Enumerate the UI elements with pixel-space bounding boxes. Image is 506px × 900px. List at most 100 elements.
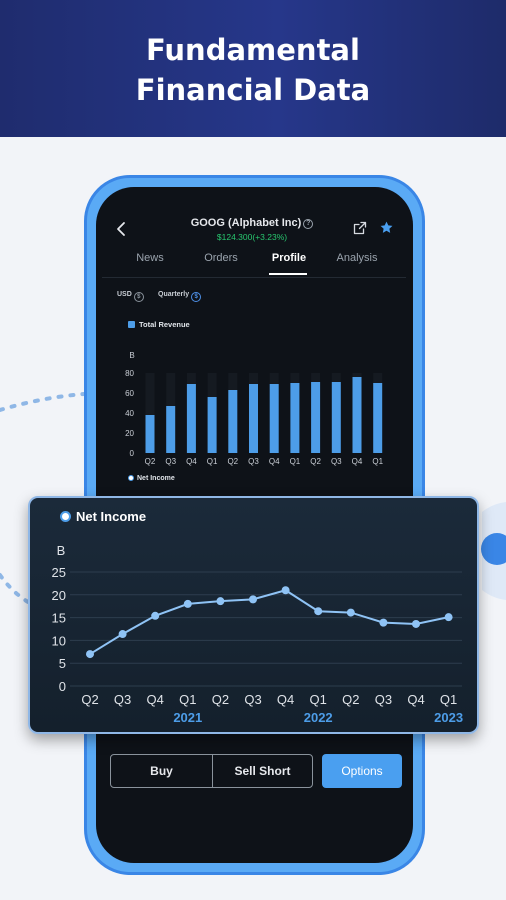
header-banner: Fundamental Financial Data (0, 0, 506, 137)
revenue-bar (228, 390, 238, 453)
net-income-x-tick: Q2 (342, 692, 359, 707)
revenue-x-tick: Q2 (227, 457, 238, 466)
net-income-x-tick: Q3 (375, 692, 392, 707)
net-income-point (151, 611, 160, 620)
trade-actions: Buy Sell Short Options (110, 754, 402, 788)
net-income-x-tick: Q3 (114, 692, 131, 707)
net-income-line-chart: B 0 5 10 15 20 25 Q2 Q3 Q4 Q1 Q2 Q3 Q4 Q1 Q2 Q3 Q4 Q1 2021 2… (52, 543, 464, 725)
revenue-bar (207, 397, 217, 453)
options-button[interactable]: Options (322, 754, 402, 788)
ticker-name: GOOG (Alphabet Inc) (190, 217, 302, 229)
net-income-x-tick: Q1 (179, 692, 196, 707)
sell-short-button[interactable]: Sell Short (234, 764, 291, 778)
net-income-year-label: 2021 (173, 710, 202, 725)
tab-profile[interactable]: Profile (271, 252, 307, 264)
banner-title-line-2: Financial Data (135, 73, 371, 107)
revenue-y-tick: 20 (125, 429, 134, 438)
legend-dot (60, 511, 71, 522)
star-icon[interactable] (379, 220, 394, 235)
net-income-x-tick: Q3 (244, 692, 261, 707)
net-income-point (314, 607, 323, 616)
revenue-x-tick: Q4 (186, 457, 197, 466)
revenue-bar (186, 384, 196, 453)
net-income-year-label: 2022 (304, 710, 333, 725)
currency-filter[interactable]: USD $ (117, 291, 144, 302)
dollar-icon: $ (133, 292, 144, 302)
net-income-point (346, 608, 355, 617)
net-income-legend: Net Income (60, 509, 146, 524)
net-income-y-tick: 15 (52, 611, 66, 626)
help-icon[interactable]: ? (303, 219, 314, 229)
revenue-x-tick: Q3 (165, 457, 176, 466)
net-income-point (86, 650, 94, 659)
period-label: Quarterly (158, 291, 190, 298)
net-income-point (412, 619, 420, 628)
revenue-bar-chart: B020406080Q2Q3Q4Q1Q2Q3Q4Q1Q2Q3Q4Q1202120… (125, 351, 383, 466)
revenue-bar (331, 382, 341, 453)
net-income-point (444, 613, 453, 622)
net-income-year-label: 2023 (434, 710, 463, 725)
net-income-x-tick: Q4 (147, 692, 164, 707)
tab-orders[interactable]: Orders (204, 252, 238, 264)
net-income-x-tick: Q1 (310, 692, 327, 707)
revenue-x-tick: Q1 (290, 457, 301, 466)
revenue-x-tick: Q3 (331, 457, 342, 466)
revenue-bar (352, 377, 362, 453)
net-income-x-tick: Q1 (440, 692, 457, 707)
revenue-bar (373, 383, 383, 453)
net-income-x-tick: Q4 (277, 692, 294, 707)
net-income-card: Net Income B 0 5 10 15 20 25 Q2 Q3 Q4 Q1 Q2 Q3 Q4 Q1 Q2… (28, 496, 479, 734)
tab-bar: News Orders Profile Analysis (102, 252, 406, 278)
net-income-y-tick: 25 (52, 565, 66, 580)
ticker-title: GOOG (Alphabet Inc)? (152, 217, 352, 229)
currency-label: USD (117, 291, 132, 298)
revenue-y-tick: 0 (130, 449, 135, 458)
net-income-point (216, 597, 225, 606)
net-income-y-tick: 0 (59, 679, 66, 694)
net-income-x-tick: Q2 (81, 692, 98, 707)
legend-dot (128, 475, 134, 481)
revenue-bar (311, 382, 321, 453)
net-income-unit-label: B (57, 543, 66, 558)
trade-button-group: Buy Sell Short (110, 754, 313, 788)
revenue-x-tick: Q1 (372, 457, 383, 466)
active-tab-indicator (269, 273, 307, 275)
banner-title-line-1: Fundamental (146, 33, 360, 67)
net-income-point (379, 618, 388, 627)
net-income-y-tick: 5 (59, 656, 66, 671)
app-screen: GOOG (Alphabet Inc)? $124.300(+3.23%) Ne… (102, 188, 406, 864)
net-income-point (249, 595, 257, 604)
price-change: $124.300(+3.23%) (216, 232, 288, 242)
net-income-x-tick: Q4 (407, 692, 424, 707)
revenue-x-tick: Q4 (269, 457, 280, 466)
net-income-x-tick: Q2 (212, 692, 229, 707)
net-income-point (183, 599, 192, 608)
period-filter[interactable]: Quarterly $ (158, 291, 202, 302)
net-income-line (89, 589, 449, 655)
revenue-bar (166, 406, 176, 453)
buy-button[interactable]: Buy (150, 764, 173, 778)
net-income-y-tick: 10 (52, 633, 66, 648)
revenue-bar (249, 384, 258, 453)
tab-analysis[interactable]: Analysis (336, 252, 378, 264)
revenue-x-tick: Q3 (248, 457, 259, 466)
banner-title: Fundamental Financial Data (0, 30, 506, 110)
net-income-legend-label: Net Income (76, 509, 147, 524)
net-income-y-tick: 20 (52, 588, 66, 603)
revenue-bar (269, 384, 279, 453)
revenue-y-tick: 60 (125, 389, 134, 398)
chevron-left-icon[interactable] (114, 220, 128, 238)
revenue-unit-label: B (129, 351, 134, 360)
revenue-bar-track (145, 373, 155, 453)
net-income-legend-small-label: Net Income (137, 475, 175, 482)
revenue-y-tick: 80 (125, 369, 134, 378)
legend-swatch (128, 321, 135, 328)
button-divider (212, 755, 213, 787)
revenue-x-tick: Q4 (352, 457, 363, 466)
revenue-legend: Total Revenue (128, 320, 190, 329)
net-income-legend-small: Net Income (128, 475, 175, 482)
dollar-icon: $ (191, 292, 202, 302)
share-icon[interactable] (353, 221, 367, 235)
tab-news[interactable]: News (136, 252, 164, 264)
